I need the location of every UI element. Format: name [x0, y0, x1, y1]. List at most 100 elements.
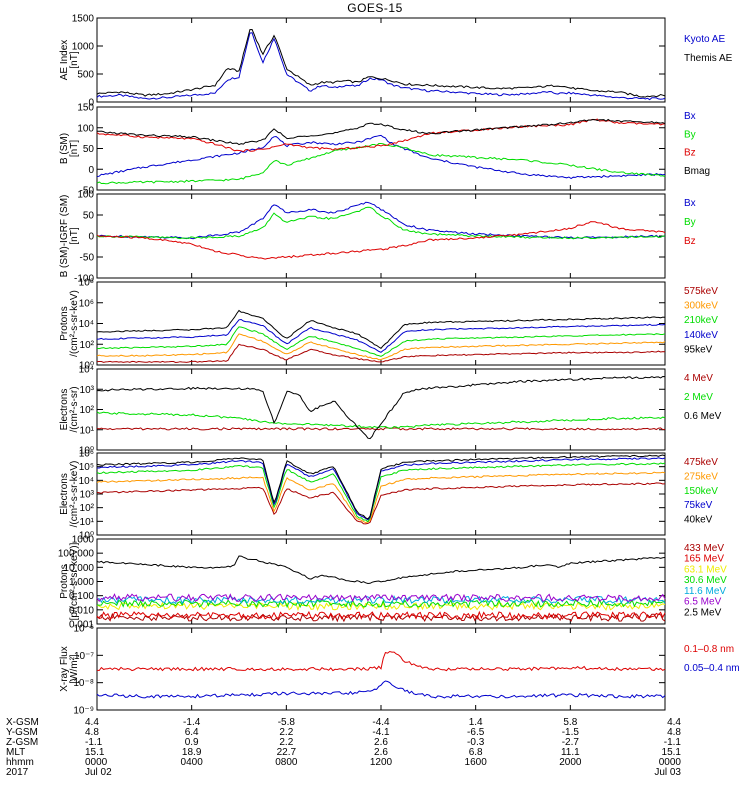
ytick-label: -50 — [80, 253, 95, 264]
ephemeris-value: 2.2 — [279, 737, 293, 748]
ytick-label: 10⁰ — [79, 531, 94, 542]
series-line-bsm-3 — [97, 118, 666, 146]
ephemeris-row-label: Z-GSM — [6, 737, 38, 748]
series-line-electrons-kev-0 — [96, 482, 666, 525]
legend-entry-xray: 0.1–0.8 nm — [684, 644, 734, 655]
legend-entry-electrons-kev: 150keV — [684, 486, 718, 497]
legend-entry-protons-low: 300keV — [684, 301, 718, 312]
legend-entry-electrons-kev: 40keV — [684, 515, 713, 526]
ephemeris-value: 2.6 — [374, 737, 388, 748]
ytick-label: 100.000 — [58, 549, 95, 560]
series-line-electrons-mev-0 — [96, 427, 666, 431]
series-line-bsm-1 — [96, 143, 666, 185]
ytick-label: -50 — [80, 186, 95, 197]
ytick-label: 10¹ — [80, 425, 95, 436]
ytick-label: 0 — [88, 165, 94, 176]
ylabel-protons-low: /(cm²-s-sr-keV) — [69, 290, 80, 357]
legend-entry-protons-high: 165 MeV — [684, 554, 724, 565]
series-line-ae-1 — [96, 28, 666, 98]
ytick-label: 500 — [77, 70, 94, 81]
ephemeris-value: -4.1 — [372, 727, 390, 738]
ephemeris-value: 4.8 — [667, 727, 681, 738]
legend-entry-protons-low: 575keV — [684, 286, 718, 297]
ephemeris-value: -0.3 — [467, 737, 485, 748]
ephemeris-value: 1.4 — [469, 717, 483, 728]
legend-entry-electrons-kev: 475keV — [684, 457, 718, 468]
ephemeris-row-label: hhmm — [6, 757, 34, 768]
panel-frame-electrons-kev — [96, 452, 666, 536]
legend-entry-ae: Kyoto AE — [684, 34, 725, 45]
ytick-label: 1500 — [72, 14, 95, 25]
ephemeris-value: Jul 03 — [654, 767, 681, 778]
ytick-label: 100 — [77, 123, 94, 134]
ytick-label: 10⁴ — [79, 319, 94, 330]
ytick-label: 10⁶ — [79, 449, 94, 460]
legend-entry-protons-high: 63.1 MeV — [684, 564, 727, 575]
legend-entry-ae: Themis AE — [684, 53, 733, 64]
ytick-label: 10⁻⁹ — [73, 706, 94, 717]
legend-entry-protons-low: 95keV — [684, 344, 713, 355]
ylabel-xray: X-ray Flux — [59, 646, 70, 692]
ephemeris-value: -2.7 — [562, 737, 580, 748]
series-line-bsm-igrf-1 — [96, 206, 666, 240]
legend-entry-protons-high: 433 MeV — [684, 543, 724, 554]
ylabel-ae: [nT] — [69, 51, 80, 68]
ytick-label: 10² — [80, 340, 95, 351]
legend-entry-bsm-igrf: By — [684, 217, 696, 228]
ytick-label: 50 — [83, 144, 95, 155]
ylabel-electrons-kev: Electrons — [59, 473, 70, 515]
legend-entry-protons-low: 210keV — [684, 315, 718, 326]
ephemeris-value: 5.8 — [563, 717, 577, 728]
ylabel-ae: AE Index — [59, 40, 70, 81]
panel-frame-ae — [96, 17, 666, 103]
ephemeris-value: -6.5 — [467, 727, 485, 738]
ytick-label: 0 — [88, 98, 94, 109]
ephemeris-value: 4.4 — [667, 717, 681, 728]
ephemeris-value: 6.8 — [469, 747, 483, 758]
series-line-bsm-2 — [96, 118, 666, 153]
legend-entry-bsm: Bmag — [684, 166, 710, 177]
ephemeris-value: -1.5 — [562, 727, 580, 738]
legend-entry-bsm: Bx — [684, 111, 696, 122]
ephemeris-value: -1.4 — [183, 717, 201, 728]
ylabel-protons-high: [p/(cm²-s-sr-keV)] — [69, 542, 80, 620]
ephemeris-value: -1.1 — [664, 737, 682, 748]
ytick-label: 10.000 — [63, 563, 94, 574]
ephemeris-row-label: MLT — [6, 747, 25, 758]
ephemeris-value: 0000 — [659, 757, 682, 768]
ylabel-bsm: B (SM) — [59, 133, 70, 164]
legend-entry-electrons-kev: 275keV — [684, 471, 718, 482]
series-line-electrons-kev-1 — [96, 471, 666, 524]
ephemeris-value: 0000 — [85, 757, 108, 768]
legend-entry-xray: 0.05–0.4 nm — [684, 663, 740, 674]
ytick-label: 10³ — [80, 490, 95, 501]
series-line-protons-high-1 — [96, 610, 666, 621]
ytick-label: 10⁴ — [79, 476, 94, 487]
series-line-protons-low-3 — [96, 318, 666, 353]
ephemeris-value: 0.9 — [185, 737, 199, 748]
ytick-label: 100 — [77, 190, 94, 201]
panel-frame-bsm-igrf — [96, 193, 666, 279]
legend-entry-bsm: Bz — [684, 148, 696, 159]
legend-entry-bsm-igrf: Bx — [684, 198, 696, 209]
legend-entry-electrons-mev: 4 MeV — [684, 373, 713, 384]
series-line-bsm-igrf-2 — [96, 221, 666, 260]
ylabel-bsm: [nT] — [69, 140, 80, 157]
legend-entry-bsm-igrf: Bz — [684, 236, 696, 247]
ylabel-electrons-mev: /(cm²-s-sr) — [69, 386, 80, 432]
ylabel-electrons-mev: Electrons — [59, 389, 70, 431]
ytick-label: 10⁸ — [79, 278, 94, 289]
ytick-label: 0.010 — [69, 605, 94, 616]
ephemeris-value: 18.9 — [182, 747, 202, 758]
ephemeris-value: -4.4 — [372, 717, 390, 728]
legend-entry-protons-high: 2.5 MeV — [684, 607, 722, 618]
ylabel-xray: [W/m²] — [69, 654, 80, 684]
series-line-electrons-kev-4 — [96, 454, 666, 520]
series-line-bsm-0 — [96, 134, 666, 180]
ephemeris-value: 4.8 — [85, 727, 99, 738]
ytick-label: 10⁰ — [79, 446, 94, 457]
series-line-protons-low-1 — [96, 333, 666, 361]
ytick-label: 0 — [88, 232, 94, 243]
ephemeris-value: 0800 — [275, 757, 298, 768]
series-line-bsm-igrf-0 — [97, 201, 666, 240]
